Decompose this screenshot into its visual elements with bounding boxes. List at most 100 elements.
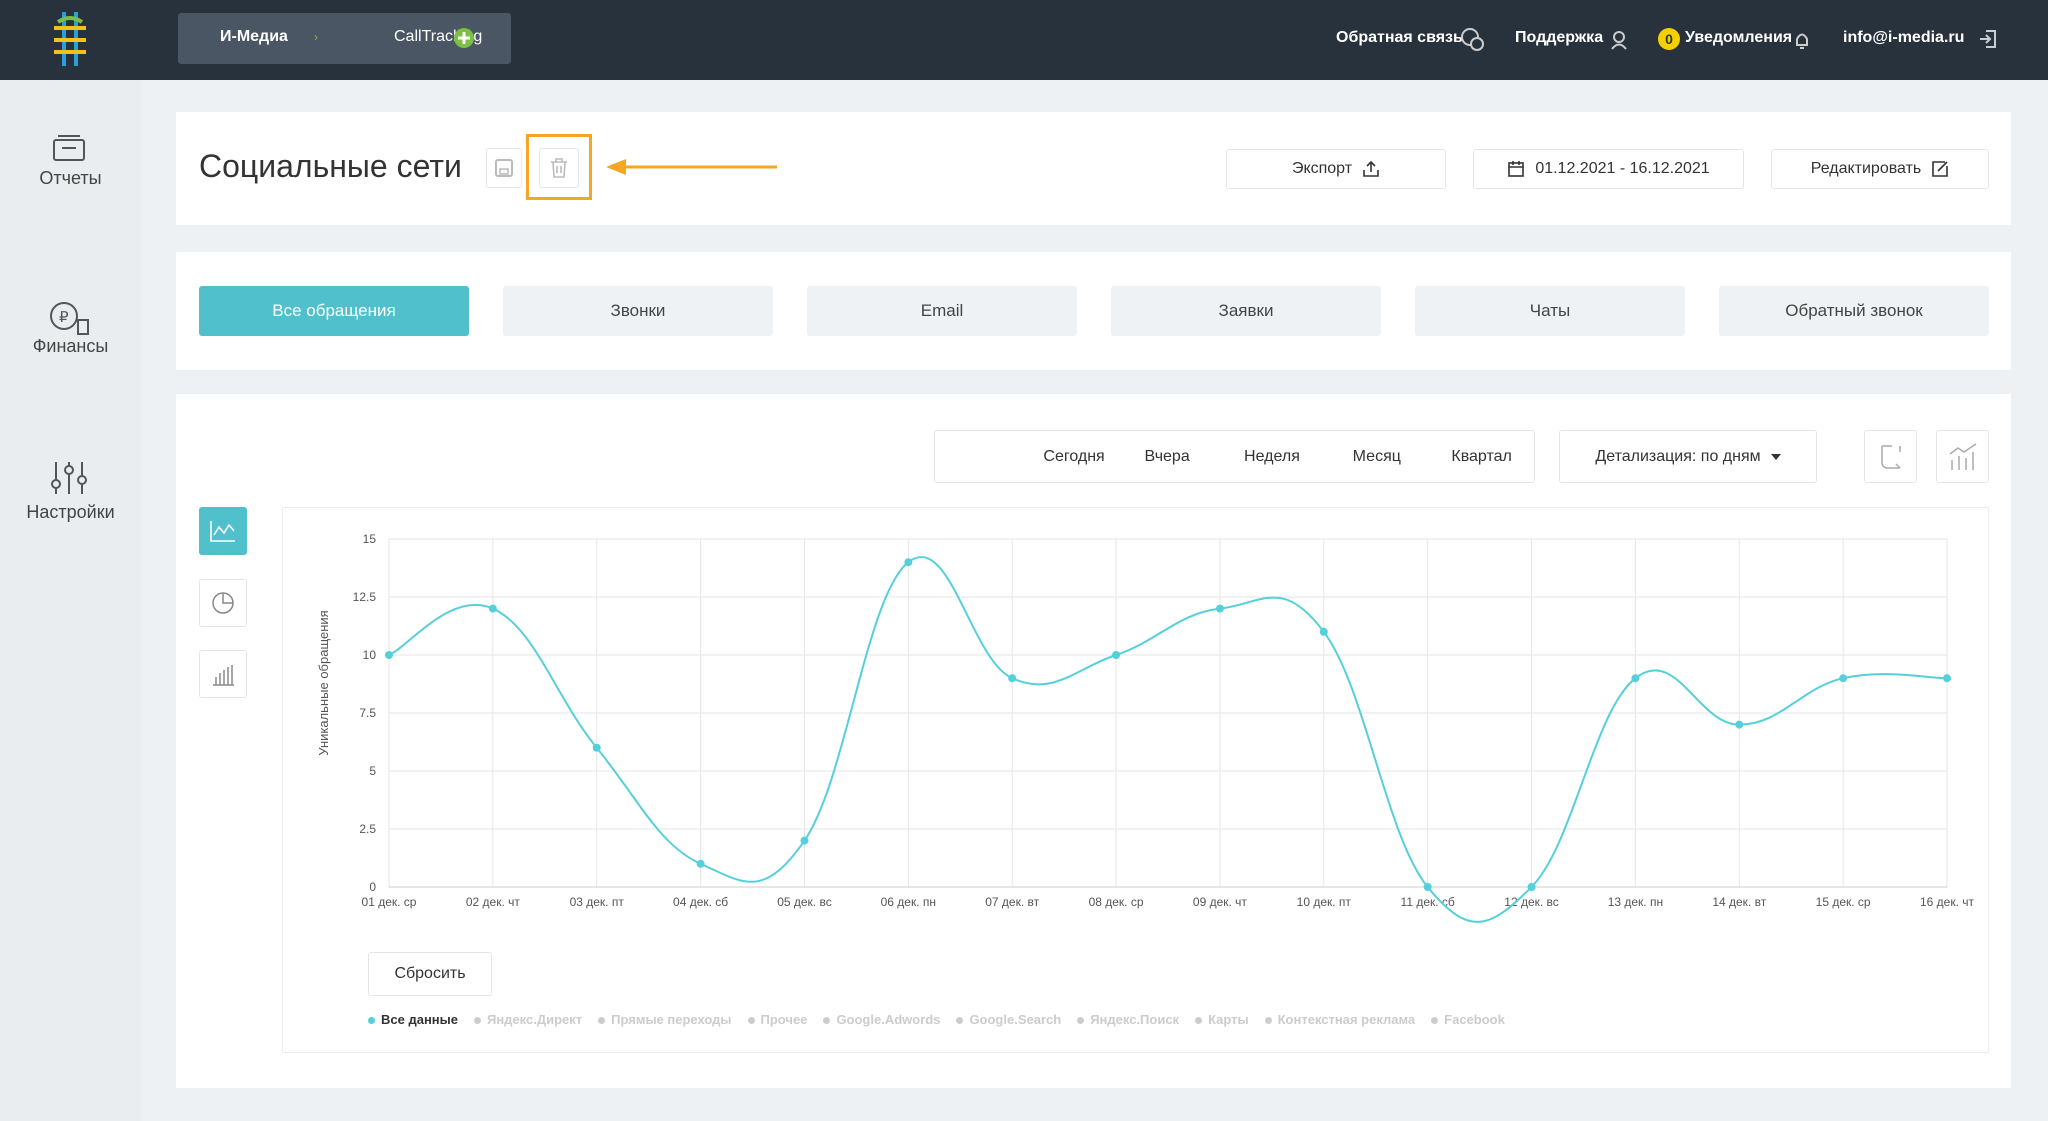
- page-title: Социальные сети: [199, 148, 462, 185]
- top-bar: И-Медиа › CallTracking Обратная связь По…: [0, 0, 2048, 80]
- bell-icon: [1794, 30, 1810, 50]
- legend-item[interactable]: Google.Adwords: [823, 1012, 940, 1027]
- pie-icon: [210, 590, 236, 616]
- pie-view-button[interactable]: [199, 579, 247, 627]
- add-button[interactable]: [453, 27, 475, 49]
- notifications-link[interactable]: Уведомления: [1685, 29, 1792, 47]
- date-button[interactable]: 01.12.2021 - 16.12.2021: [1473, 149, 1744, 189]
- line-icon: [209, 519, 237, 543]
- period-button[interactable]: Месяц: [1324, 448, 1429, 466]
- legend-item[interactable]: Прочее: [748, 1012, 808, 1027]
- point: [1631, 674, 1639, 682]
- calendar-icon: [1507, 160, 1525, 178]
- legend-dot: [748, 1017, 755, 1024]
- y-tick-label: 12.5: [353, 590, 377, 604]
- legend-item[interactable]: Контекстная реклама: [1265, 1012, 1416, 1027]
- legend-dot: [368, 1017, 375, 1024]
- edit-button[interactable]: Редактировать: [1771, 149, 1989, 189]
- legend-item[interactable]: Карты: [1195, 1012, 1249, 1027]
- line-view-button[interactable]: [199, 507, 247, 555]
- save-button[interactable]: [486, 148, 522, 188]
- period-button[interactable]: Неделя: [1220, 448, 1325, 466]
- bar-view-button[interactable]: [199, 650, 247, 698]
- edit-icon: [1931, 160, 1949, 178]
- legend-label: Контекстная реклама: [1278, 1012, 1416, 1027]
- caret: [1771, 454, 1781, 460]
- legend-label: Google.Search: [969, 1012, 1061, 1027]
- support-link[interactable]: Поддержка: [1515, 29, 1603, 47]
- x-tick-label: 03 дек. пт: [570, 895, 625, 909]
- legend-item[interactable]: Прямые переходы: [598, 1012, 731, 1027]
- point: [1216, 605, 1224, 613]
- swap-button[interactable]: [1864, 430, 1917, 483]
- chart: 02.557.51012.51501 дек. ср02 дек. чт03 д…: [282, 507, 1989, 927]
- legend-item[interactable]: Яндекс.Директ: [474, 1012, 582, 1027]
- svg-text:₽: ₽: [59, 309, 69, 326]
- point: [1424, 883, 1432, 891]
- x-tick-label: 10 дек. пт: [1297, 895, 1352, 909]
- delete-button[interactable]: [539, 148, 579, 188]
- legend-label: Карты: [1208, 1012, 1249, 1027]
- chart-type-button[interactable]: [1936, 430, 1989, 483]
- x-tick-label: 05 дек. вс: [777, 895, 832, 909]
- separator: ›: [314, 30, 318, 44]
- nav-finance[interactable]: Финансы: [0, 336, 141, 357]
- x-tick-label: 09 дек. чт: [1193, 895, 1248, 909]
- x-tick-label: 04 дек. сб: [673, 895, 728, 909]
- tab[interactable]: Заявки: [1111, 286, 1381, 336]
- reset-button[interactable]: Сбросить: [368, 952, 492, 996]
- breadcrumb: И-Медиа › CallTracking: [178, 13, 511, 64]
- x-tick-label: 15 дек. ср: [1816, 895, 1871, 909]
- tab[interactable]: Email: [807, 286, 1077, 336]
- period-button[interactable]: Сегодня: [935, 448, 1115, 466]
- legend-item[interactable]: Все данные: [368, 1012, 458, 1027]
- point: [1735, 721, 1743, 729]
- x-tick-label: 01 дек. ср: [362, 895, 417, 909]
- y-tick-label: 5: [369, 764, 376, 778]
- y-axis-title: Уникальные обращения: [316, 610, 331, 755]
- point: [800, 837, 808, 845]
- bar-icon: [210, 661, 236, 687]
- legend-dot: [1195, 1017, 1202, 1024]
- legend-dot: [823, 1017, 830, 1024]
- x-tick-label: 16 дек. чт: [1920, 895, 1975, 909]
- legend-dot: [956, 1017, 963, 1024]
- period-button[interactable]: Квартал: [1429, 448, 1534, 466]
- point: [1943, 674, 1951, 682]
- legend-label: Яндекс.Поиск: [1090, 1012, 1179, 1027]
- legend-item[interactable]: Яндекс.Поиск: [1077, 1012, 1179, 1027]
- x-tick-label: 02 дек. чт: [466, 895, 521, 909]
- tab[interactable]: Звонки: [503, 286, 773, 336]
- legend-label: Все данные: [381, 1012, 458, 1027]
- sidebar: Отчеты ₽ Финансы Настройки: [0, 80, 141, 1121]
- point: [1320, 628, 1328, 636]
- tab[interactable]: Обратный звонок: [1719, 286, 1989, 336]
- point: [1112, 651, 1120, 659]
- point: [593, 744, 601, 752]
- nav-reports[interactable]: Отчеты: [0, 168, 141, 189]
- finance-icon: ₽: [48, 300, 92, 336]
- date-range: 01.12.2021 - 16.12.2021: [1535, 160, 1709, 178]
- y-tick-label: 7.5: [359, 706, 376, 720]
- swap-icon: [1876, 442, 1906, 472]
- x-tick-label: 12 дек. вс: [1504, 895, 1559, 909]
- export-button[interactable]: Экспорт: [1226, 149, 1446, 189]
- x-tick-label: 14 дек. вт: [1712, 895, 1766, 909]
- legend-item[interactable]: Google.Search: [956, 1012, 1061, 1027]
- detail-dropdown[interactable]: Детализация: по дням: [1559, 430, 1817, 483]
- tab[interactable]: Чаты: [1415, 286, 1685, 336]
- breadcrumb-item[interactable]: И-Медиа: [220, 28, 288, 46]
- logout-icon[interactable]: [1978, 29, 1998, 49]
- legend-label: Яндекс.Директ: [487, 1012, 582, 1027]
- nav-settings[interactable]: Настройки: [0, 502, 141, 523]
- legend-item[interactable]: Facebook: [1431, 1012, 1505, 1027]
- account-email[interactable]: info@i-media.ru: [1843, 29, 1964, 47]
- point: [489, 605, 497, 613]
- feedback-link[interactable]: Обратная связь: [1336, 29, 1463, 47]
- point: [697, 860, 705, 868]
- trash-icon: [549, 157, 569, 179]
- tab[interactable]: Все обращения: [199, 286, 469, 336]
- period-button[interactable]: Вчера: [1115, 448, 1220, 466]
- y-tick-label: 0: [369, 880, 376, 894]
